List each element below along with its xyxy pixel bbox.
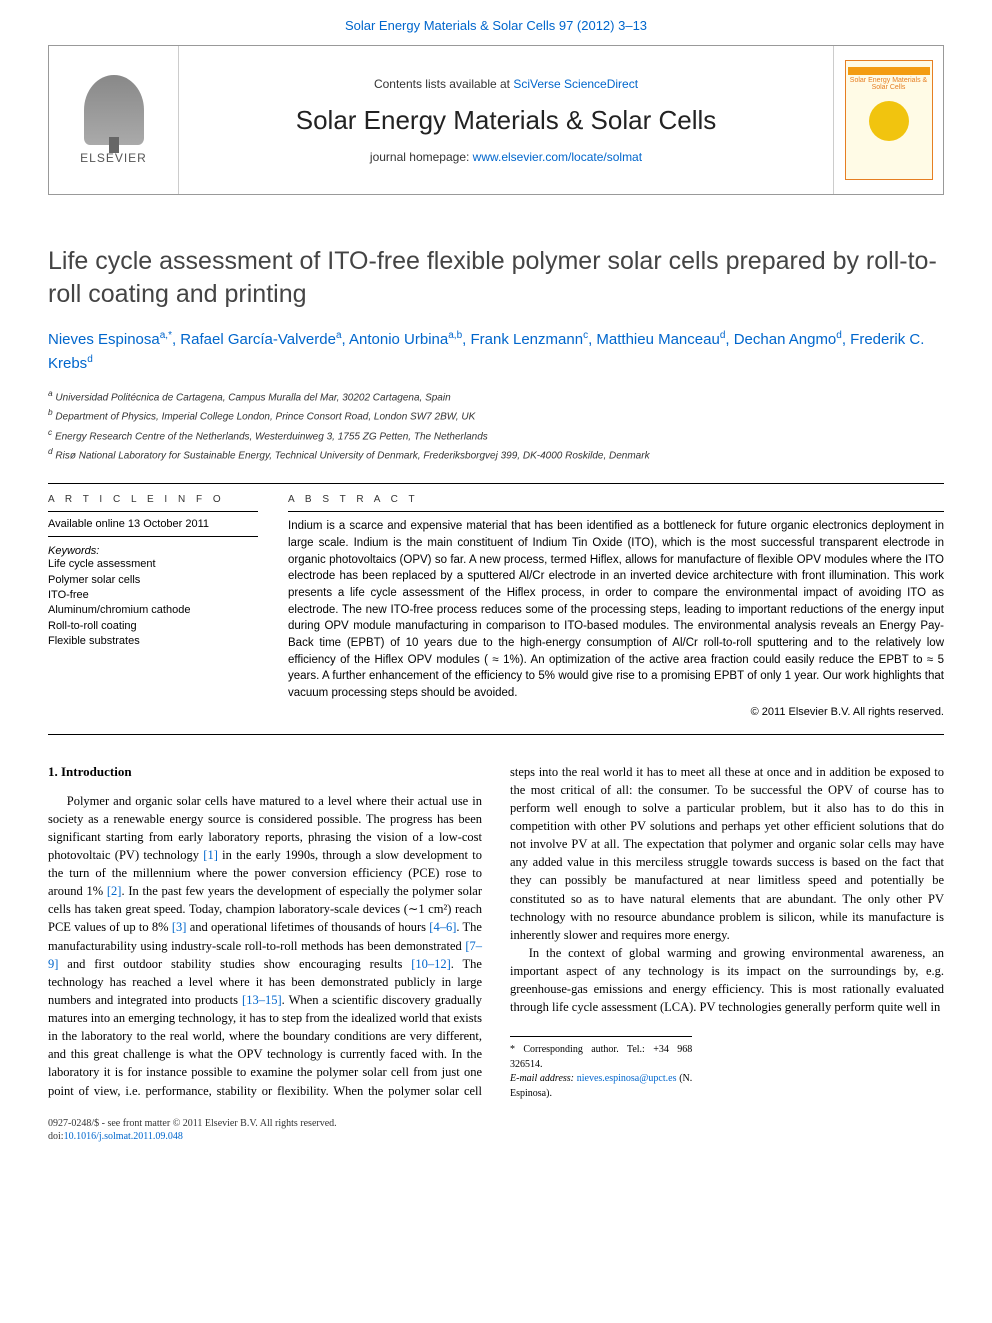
abstract-divider <box>288 511 944 512</box>
keyword-item: Polymer solar cells <box>48 573 258 588</box>
info-divider <box>48 511 258 512</box>
publisher-label: ELSEVIER <box>80 151 147 165</box>
abstract-col: A B S T R A C T Indium is a scarce and e… <box>288 494 944 717</box>
keywords-label: Keywords: <box>48 545 258 557</box>
journal-homepage-link[interactable]: www.elsevier.com/locate/solmat <box>473 150 642 164</box>
article-body: Life cycle assessment of ITO-free flexib… <box>48 245 944 1101</box>
doi-link[interactable]: 10.1016/j.solmat.2011.09.048 <box>64 1131 183 1142</box>
abstract-copyright: © 2011 Elsevier B.V. All rights reserved… <box>288 706 944 718</box>
front-matter-line: 0927-0248/$ - see front matter © 2011 El… <box>48 1117 944 1130</box>
ref-link[interactable]: [3] <box>172 920 187 934</box>
citation-header: Solar Energy Materials & Solar Cells 97 … <box>0 0 992 45</box>
article-info-header: A R T I C L E I N F O <box>48 494 258 505</box>
journal-cover-block: Solar Energy Materials & Solar Cells <box>833 46 943 194</box>
publisher-logo-block: ELSEVIER <box>49 46 179 194</box>
footer-meta: 0927-0248/$ - see front matter © 2011 El… <box>48 1117 944 1143</box>
abstract-header: A B S T R A C T <box>288 494 944 505</box>
section-divider <box>48 483 944 484</box>
author-link[interactable]: , Matthieu Manceau <box>588 331 720 348</box>
journal-header-center: Contents lists available at SciVerse Sci… <box>179 67 833 174</box>
ref-link[interactable]: [10–12] <box>411 957 451 971</box>
intro-heading: 1. Introduction <box>48 763 482 782</box>
corr-email-line: E-mail address: nieves.espinosa@upct.es … <box>510 1072 692 1101</box>
citation-link[interactable]: Solar Energy Materials & Solar Cells 97 … <box>345 18 647 33</box>
journal-header-box: ELSEVIER Contents lists available at Sci… <box>48 45 944 195</box>
keyword-item: Aluminum/chromium cathode <box>48 603 258 618</box>
affiliation-line: d Risø National Laboratory for Sustainab… <box>48 445 944 463</box>
body-two-column: 1. Introduction Polymer and organic sola… <box>48 763 944 1102</box>
keyword-item: ITO-free <box>48 588 258 603</box>
author-link[interactable]: , Dechan Angmo <box>725 331 836 348</box>
keyword-item: Flexible substrates <box>48 634 258 649</box>
corr-author-line: * Corresponding author. Tel.: +34 968 32… <box>510 1043 692 1072</box>
keyword-item: Life cycle assessment <box>48 557 258 572</box>
affiliation-line: c Energy Research Centre of the Netherla… <box>48 426 944 444</box>
contents-lists-line: Contents lists available at SciVerse Sci… <box>199 77 813 91</box>
authors-line: Nieves Espinosaa,*, Rafael García-Valver… <box>48 328 944 375</box>
info-abstract-row: A R T I C L E I N F O Available online 1… <box>48 494 944 717</box>
article-title: Life cycle assessment of ITO-free flexib… <box>48 245 944 310</box>
sciencedirect-link[interactable]: SciVerse ScienceDirect <box>513 77 638 91</box>
intro-paragraph-1: Polymer and organic solar cells have mat… <box>48 763 944 1102</box>
section-divider <box>48 734 944 735</box>
intro-paragraph-2: In the context of global warming and gro… <box>510 944 944 1017</box>
journal-name: Solar Energy Materials & Solar Cells <box>199 105 813 136</box>
corresponding-author-footnote: * Corresponding author. Tel.: +34 968 32… <box>510 1036 692 1101</box>
author-link[interactable]: Nieves Espinosa <box>48 331 160 348</box>
article-info-col: A R T I C L E I N F O Available online 1… <box>48 494 258 717</box>
ref-link[interactable]: [2] <box>107 884 122 898</box>
journal-homepage-line: journal homepage: www.elsevier.com/locat… <box>199 150 813 164</box>
ref-link[interactable]: [13–15] <box>242 993 282 1007</box>
abstract-text: Indium is a scarce and expensive materia… <box>288 518 944 701</box>
ref-link[interactable]: [1] <box>203 848 218 862</box>
keyword-item: Roll-to-roll coating <box>48 619 258 634</box>
affiliation-line: b Department of Physics, Imperial Colleg… <box>48 406 944 424</box>
elsevier-tree-icon <box>84 75 144 145</box>
author-link[interactable]: , Frank Lenzmann <box>462 331 583 348</box>
available-online: Available online 13 October 2011 <box>48 518 258 530</box>
keywords-list: Life cycle assessmentPolymer solar cells… <box>48 557 258 649</box>
corr-email-link[interactable]: nieves.espinosa@upct.es <box>577 1073 677 1084</box>
affiliation-line: a Universidad Politécnica de Cartagena, … <box>48 387 944 405</box>
affiliations-block: a Universidad Politécnica de Cartagena, … <box>48 387 944 463</box>
doi-line: doi:10.1016/j.solmat.2011.09.048 <box>48 1130 944 1143</box>
journal-cover-thumb: Solar Energy Materials & Solar Cells <box>845 60 933 180</box>
author-link[interactable]: , Antonio Urbina <box>342 331 449 348</box>
author-link[interactable]: , Rafael García-Valverde <box>172 331 336 348</box>
info-divider <box>48 536 258 537</box>
ref-link[interactable]: [4–6] <box>429 920 456 934</box>
